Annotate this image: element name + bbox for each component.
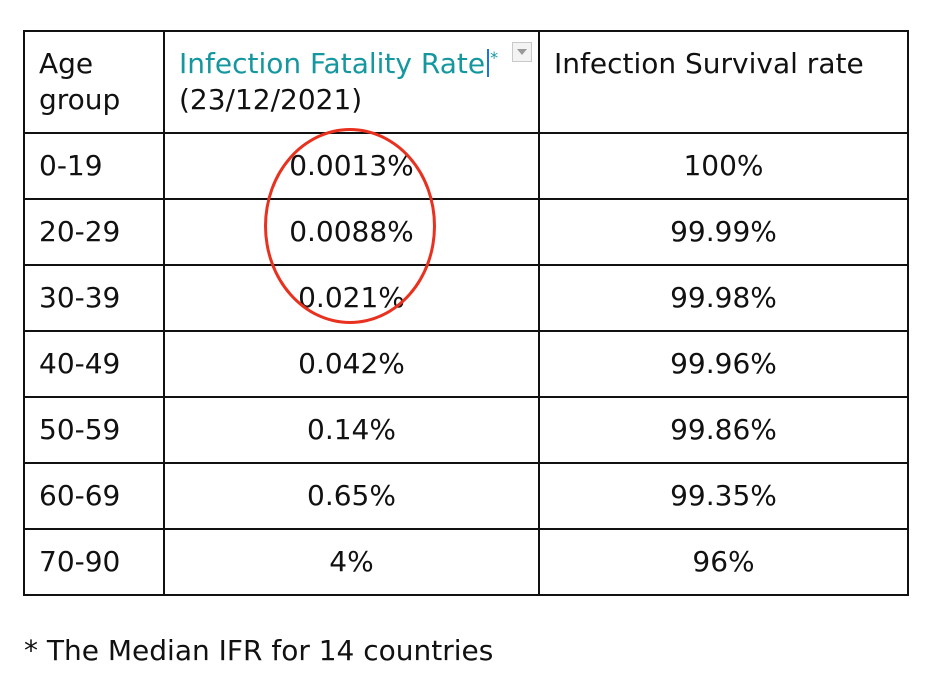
table-row: 60-69 0.65% 99.35%: [23, 462, 909, 530]
header-age-group: Age group: [23, 30, 165, 134]
cell-ifr: 4%: [163, 528, 540, 596]
header-age-label: Age group: [39, 47, 121, 117]
ifr-table-container: Age group Infection Fatality Rate * (23/1…: [23, 30, 909, 596]
table-row: 0-19 0.0013% 100%: [23, 132, 909, 200]
header-ifr-title[interactable]: Infection Fatality Rate *: [179, 46, 498, 82]
ifr-table: Age group Infection Fatality Rate * (23/1…: [23, 30, 909, 596]
cell-ifr: 0.0013%: [163, 132, 540, 200]
cell-age: 60-69: [23, 462, 165, 530]
cell-age: 30-39: [23, 264, 165, 332]
cell-ifr: 0.042%: [163, 330, 540, 398]
cell-age: 20-29: [23, 198, 165, 266]
cell-isr: 99.35%: [538, 462, 909, 530]
ifr-title-marker: *: [490, 48, 499, 67]
table-row: 20-29 0.0088% 99.99%: [23, 198, 909, 266]
chevron-down-icon[interactable]: [512, 42, 532, 62]
footnote: * The Median IFR for 14 countries: [24, 634, 494, 667]
header-ifr[interactable]: Infection Fatality Rate * (23/12/2021): [163, 30, 540, 134]
cell-ifr: 0.0088%: [163, 198, 540, 266]
table-row: 40-49 0.042% 99.96%: [23, 330, 909, 398]
cell-ifr: 0.021%: [163, 264, 540, 332]
table-row: 50-59 0.14% 99.86%: [23, 396, 909, 464]
table-header-row: Age group Infection Fatality Rate * (23/1…: [23, 30, 909, 134]
ifr-title-text: Infection Fatality Rate: [179, 47, 486, 80]
cell-age: 50-59: [23, 396, 165, 464]
cell-isr: 99.98%: [538, 264, 909, 332]
header-isr: Infection Survival rate: [538, 30, 909, 134]
cell-isr: 99.96%: [538, 330, 909, 398]
cell-age: 70-90: [23, 528, 165, 596]
header-ifr-date: (23/12/2021): [179, 83, 363, 117]
text-cursor: [487, 49, 490, 77]
table-row: 70-90 4% 96%: [23, 528, 909, 596]
cell-isr: 99.99%: [538, 198, 909, 266]
cell-ifr: 0.14%: [163, 396, 540, 464]
cell-isr: 96%: [538, 528, 909, 596]
cell-ifr: 0.65%: [163, 462, 540, 530]
table-row: 30-39 0.021% 99.98%: [23, 264, 909, 332]
cell-isr: 100%: [538, 132, 909, 200]
cell-age: 40-49: [23, 330, 165, 398]
header-isr-label: Infection Survival rate: [554, 47, 864, 80]
cell-isr: 99.86%: [538, 396, 909, 464]
cell-age: 0-19: [23, 132, 165, 200]
